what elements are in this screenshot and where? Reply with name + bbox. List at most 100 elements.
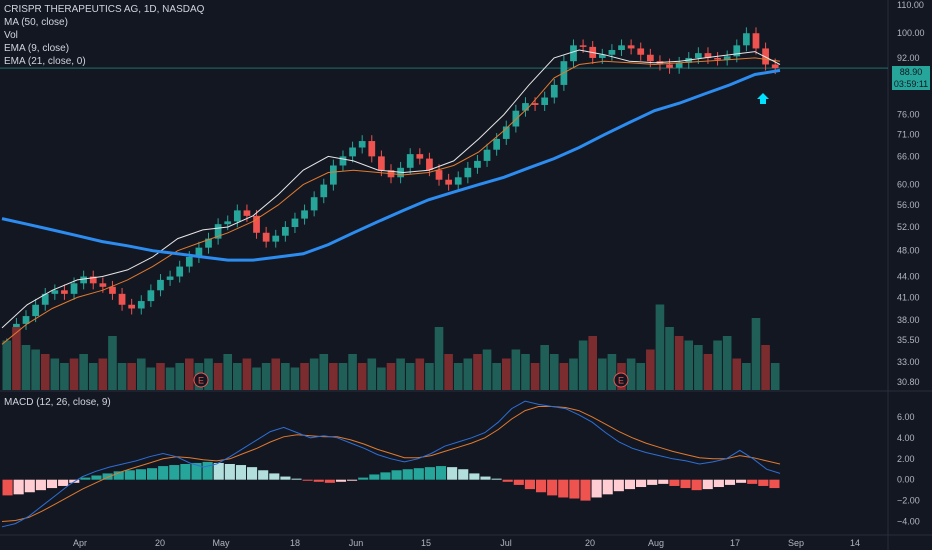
volume-bar [367,358,377,390]
macd-histogram-bar [480,476,491,480]
vol-legend[interactable]: Vol [4,30,18,41]
volume-bar [357,363,367,390]
volume-bar [694,345,703,390]
time-tick-label: May [212,538,230,548]
macd-histogram-bar [491,478,502,480]
macd-histogram-bar [291,478,302,480]
macd-tick-label: 2.00 [897,454,915,464]
price-tick-label: 71.00 [897,130,920,140]
candle-body [675,62,683,68]
volume-bar [290,367,300,390]
volume-bar [223,354,233,390]
time-tick-label: Apr [73,538,87,548]
macd-histogram-bar [447,467,458,480]
candle-body [205,238,212,248]
volume-bar [146,367,156,390]
ma-legend[interactable]: MA (50, close) [4,17,68,28]
candle-body [493,138,501,150]
volume-bar [204,358,213,390]
time-tick-label: 17 [730,538,740,548]
time-tick-label: Aug [648,538,664,548]
volume-bar [636,363,646,390]
candle-body [445,179,452,185]
volume-bar [530,363,540,390]
macd-histogram-bar [669,479,680,486]
macd-histogram-bar [180,464,191,480]
volume-bar [751,318,761,390]
candle-body [378,156,385,171]
candle-body [406,154,414,168]
macd-histogram-bar [302,479,313,481]
candle-body [330,165,337,185]
candle-body [454,177,462,185]
volume-bar [732,358,742,390]
volume-bar [12,327,21,390]
candle-body [99,283,107,287]
candle-body [550,84,558,98]
candle-body [137,301,145,309]
volume-bar [646,349,655,390]
price-tick-label: 52.00 [897,222,920,232]
volume-bar [348,354,357,390]
chart-legend: CRISPR THERAPEUTICS AG, 1D, NASDAQ MA (5… [4,3,204,68]
volume-bar [655,304,665,390]
volume-bar [281,363,290,390]
macd-histogram-bar [247,467,258,480]
price-tick-label: 30.80 [897,377,920,387]
macd-tick-label: 0.00 [897,475,915,485]
price-tick-label: 48.00 [897,246,920,256]
candle-body [281,227,289,236]
symbol-title[interactable]: CRISPR THERAPEUTICS AG, 1D, NASDAQ [4,4,205,15]
ema21-legend[interactable]: EMA (21, close, 0) [4,56,86,67]
macd-histogram-bar [713,479,724,488]
candle-body [22,316,30,324]
time-tick-label: 18 [290,538,300,548]
macd-histogram-bar [569,479,580,499]
ema9-legend[interactable]: EMA (9, close) [4,43,70,54]
volume-bar [88,363,98,390]
volume-bar [482,349,492,390]
candle-body [646,54,654,62]
candle-body [714,57,721,60]
volume-bar [252,367,261,390]
macd-histogram-bar [547,479,558,496]
candle-body [464,167,472,178]
macd-histogram-bar [391,470,402,480]
candle-body [320,184,328,198]
volume-bar [396,358,405,390]
volume-bar [319,354,329,390]
macd-histogram-bar [691,479,702,491]
macd-histogram-bar [358,477,369,480]
candle-body [224,221,232,225]
volume-bar [425,363,434,390]
volume-bar [742,363,751,390]
candle-body [166,276,174,280]
macd-histogram-bar [124,470,135,480]
volume-bar [703,354,713,390]
macd-histogram-bar [613,479,624,492]
macd-legend[interactable]: MACD (12, 26, close, 9) [4,397,111,408]
price-tick-label: 66.00 [897,151,920,161]
signal-line [1,406,781,522]
candle-body [771,64,779,69]
macd-histogram-bar [58,479,69,486]
volume-bar [453,363,463,390]
earnings-marker [193,372,209,388]
volume-bar [521,354,530,390]
macd-histogram-bar [224,464,235,480]
volume-bar [761,345,770,390]
volume-bar [165,367,175,390]
volume-bar [31,349,40,390]
candle-body [51,290,59,294]
candle-body [416,154,424,159]
volume-bar [607,354,617,390]
time-tick-label: 20 [585,538,595,548]
volume-bar [559,363,569,390]
volume-bar [156,363,165,390]
candle-body [608,50,616,55]
earnings-marker [613,372,629,388]
last-price-tag: 88.90 [892,66,930,78]
volume-bar [578,340,588,390]
macd-histogram-bar [258,470,269,480]
